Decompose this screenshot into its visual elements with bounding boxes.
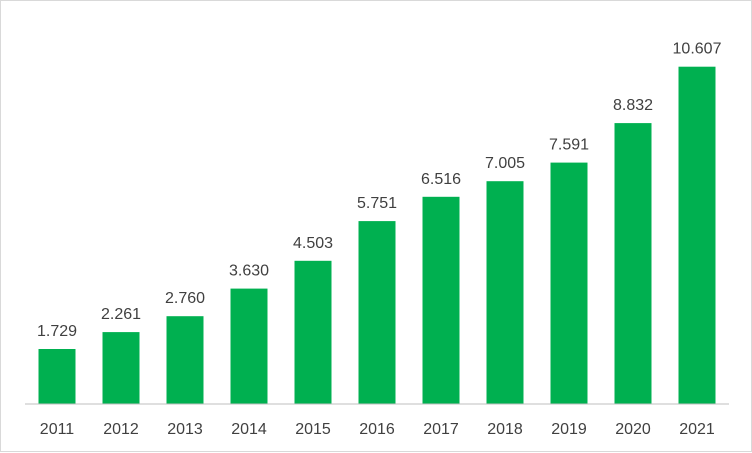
bar-2013 <box>166 316 204 404</box>
x-tick-label-2016: 2016 <box>359 421 395 438</box>
bar-2015 <box>294 260 332 404</box>
x-tick-label-2021: 2021 <box>679 421 715 438</box>
data-label-2014: 3.630 <box>229 263 269 280</box>
bar-2017 <box>422 196 460 404</box>
bar-2014 <box>230 288 268 404</box>
bar-2012 <box>102 332 140 404</box>
x-tick-label-2015: 2015 <box>295 421 331 438</box>
data-label-2020: 8.832 <box>613 97 653 114</box>
x-tick-label-2020: 2020 <box>615 421 651 438</box>
x-tick-label-2014: 2014 <box>231 421 267 438</box>
bar-2019 <box>550 162 588 404</box>
bar-2018 <box>486 181 524 404</box>
bar-2011 <box>38 349 76 404</box>
bars-layer <box>38 66 716 404</box>
data-label-2015: 4.503 <box>293 235 333 252</box>
data-label-2016: 5.751 <box>357 195 397 212</box>
data-label-2013: 2.760 <box>165 290 205 307</box>
data-label-2021: 10.607 <box>673 41 722 58</box>
x-tick-label-2019: 2019 <box>551 421 587 438</box>
bar-2016 <box>358 221 396 404</box>
data-label-2012: 2.261 <box>101 306 141 323</box>
bar-2020 <box>614 123 652 404</box>
bar-2021 <box>678 66 716 404</box>
x-tick-label-2011: 2011 <box>40 421 75 438</box>
data-label-2019: 7.591 <box>549 137 589 154</box>
data-label-2011: 1.729 <box>37 323 77 340</box>
data-label-2018: 7.005 <box>485 155 525 172</box>
x-tick-label-2017: 2017 <box>423 421 459 438</box>
x-tick-label-2013: 2013 <box>167 421 203 438</box>
data-label-2017: 6.516 <box>421 171 461 188</box>
value-labels-layer: 1.729 2.261 2.760 3.630 4.503 5.751 6.516 7.005… <box>37 41 722 340</box>
x-tick-label-2018: 2018 <box>487 421 523 438</box>
x-tick-labels-layer: 2011 2012 2013 2014 2015 2016 2017 2018 2019 2020… <box>40 421 715 438</box>
x-tick-label-2012: 2012 <box>103 421 139 438</box>
